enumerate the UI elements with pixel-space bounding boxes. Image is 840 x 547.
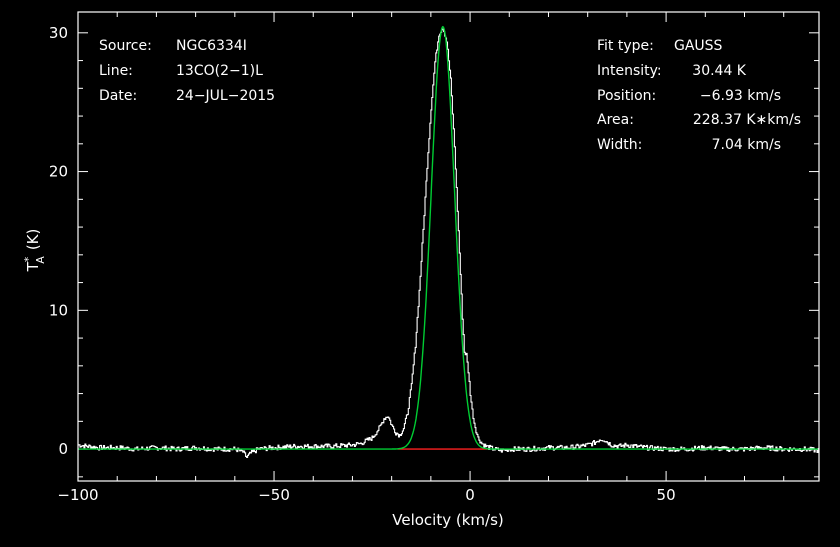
fit-intensity-value: 30.44 K — [692, 63, 747, 79]
y-axis-title-unit: (K) — [24, 229, 42, 251]
fit-width-key: Width: — [597, 137, 642, 153]
y-tick-label: 20 — [49, 163, 68, 181]
header-source-value: NGC6334I — [176, 38, 247, 54]
fit-position-value: −6.93 km/s — [700, 88, 781, 104]
y-axis-title-sub: A — [34, 256, 47, 264]
x-tick-label: 50 — [657, 486, 676, 504]
header-source-key: Source: — [99, 38, 152, 54]
gaussian-fit-line — [78, 25, 819, 450]
series-layer — [78, 25, 820, 458]
fit-type-value: GAUSS — [674, 38, 723, 54]
y-axis-title-main: T — [24, 261, 42, 272]
tick-marks — [77, 12, 819, 481]
fit-intensity-key: Intensity: — [597, 63, 662, 79]
y-tick-label: 10 — [49, 301, 68, 319]
header-right: Fit type: GAUSS Intensity: 30.44 K Posit… — [597, 38, 801, 153]
header-date-key: Date: — [99, 88, 137, 104]
y-tick-label: 0 — [58, 440, 68, 458]
y-axis-title-text: T*A (K) — [22, 229, 47, 273]
y-tick-label: 30 — [49, 24, 68, 42]
header-line-value: 13CO(2−1)L — [176, 63, 263, 79]
x-axis-title: Velocity (km/s) — [392, 511, 503, 529]
fit-area-key: Area: — [597, 112, 634, 128]
x-tick-label: −50 — [258, 486, 290, 504]
x-tick-label: −100 — [57, 486, 98, 504]
fit-type-key: Fit type: — [597, 38, 654, 54]
y-axis-title-sup: * — [22, 256, 35, 262]
fit-area-value: 228.37 K∗km/s — [693, 112, 801, 128]
y-axis-title: T*A (K) — [22, 229, 47, 273]
x-tick-label: 0 — [465, 486, 475, 504]
plot-frame — [77, 11, 820, 482]
header-date-value: 24−JUL−2015 — [176, 88, 275, 104]
header-left: Source: NGC6334I Line: 13CO(2−1)L Date: … — [99, 38, 275, 104]
header-line-key: Line: — [99, 63, 133, 79]
fit-width-value: 7.04 km/s — [712, 137, 781, 153]
fit-position-key: Position: — [597, 88, 656, 104]
tick-labels: −100 −50 0 50 0 10 20 30 — [49, 24, 676, 504]
